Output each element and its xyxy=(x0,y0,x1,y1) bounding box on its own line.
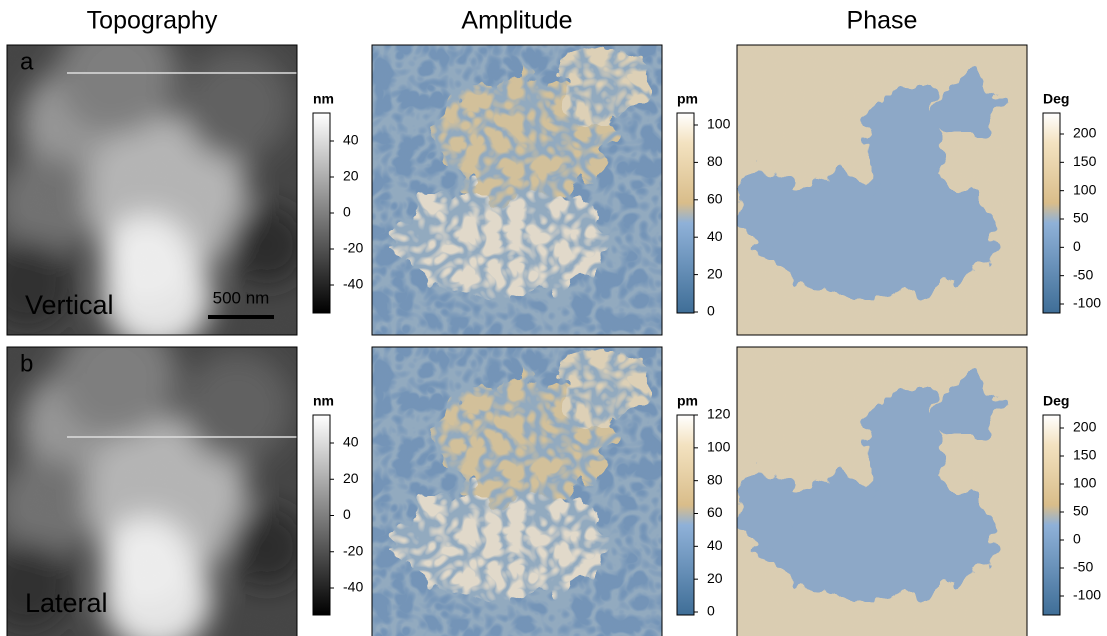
noise xyxy=(7,45,297,335)
image-panel xyxy=(7,347,297,636)
colorbar xyxy=(676,414,695,616)
image-panel xyxy=(7,45,297,335)
colorbar-tick-label: 150 xyxy=(1073,153,1097,169)
colorbar-tick-label: 0 xyxy=(343,204,351,220)
colorbar-tick-label: 120 xyxy=(707,406,731,422)
colorbar-tick-label: 0 xyxy=(343,506,351,522)
colorbar xyxy=(312,414,331,616)
colorbar-unit: Deg xyxy=(1043,393,1069,409)
panel-frame xyxy=(371,346,663,636)
colorbar-tick-label: 100 xyxy=(707,116,731,132)
panel-frame xyxy=(6,44,298,336)
mode-label: Lateral xyxy=(25,588,108,618)
colorbar-tick-label: -40 xyxy=(343,579,363,595)
colorbar-tick-label: 20 xyxy=(343,168,359,184)
colorbar-tick-label: -20 xyxy=(343,240,363,256)
colorbar-unit: pm xyxy=(677,393,698,409)
colorbar xyxy=(676,112,695,314)
panel-frame xyxy=(371,44,663,336)
colorbar-tick-label: -20 xyxy=(343,542,363,558)
colorbar-tick-label: 20 xyxy=(707,570,723,586)
colorbar-tick-label: -50 xyxy=(1073,266,1093,282)
colorbar-tick-label: 0 xyxy=(707,303,715,319)
colorbar-tick-label: 50 xyxy=(1073,210,1089,226)
noise xyxy=(7,347,297,636)
panel-frame xyxy=(736,44,1028,336)
colorbar-tick-label: 80 xyxy=(707,471,723,487)
column-title: Phase xyxy=(847,7,918,35)
noise xyxy=(737,347,1027,636)
colorbar xyxy=(1042,414,1061,616)
colorbar-tick-label: 40 xyxy=(343,132,359,148)
colorbar-tick-label: -50 xyxy=(1073,559,1093,575)
panel-label: b xyxy=(20,350,33,377)
colorbar-tick-label: 50 xyxy=(1073,503,1089,519)
image-panel xyxy=(372,347,662,636)
colorbar-tick-label: 150 xyxy=(1073,447,1097,463)
colorbar-unit: nm xyxy=(313,393,334,409)
colorbar-tick-label: 100 xyxy=(707,439,731,455)
colorbar-unit: Deg xyxy=(1043,91,1069,107)
panel-frame xyxy=(736,346,1028,636)
column-title: Topography xyxy=(87,7,218,35)
panel-label: a xyxy=(20,48,34,75)
image-panel xyxy=(737,347,1027,636)
image-panel xyxy=(737,45,1027,335)
panel-frame xyxy=(6,346,298,636)
colorbar-tick-label: 60 xyxy=(707,504,723,520)
colorbar-tick-label: 0 xyxy=(707,603,715,619)
colorbar-tick-label: -100 xyxy=(1073,295,1101,311)
colorbar-tick-label: -40 xyxy=(343,276,363,292)
colorbar-tick-label: 60 xyxy=(707,191,723,207)
colorbar-tick-label: 20 xyxy=(343,470,359,486)
colorbar-tick-label: 20 xyxy=(707,265,723,281)
noise xyxy=(372,347,662,636)
colorbar-tick-label: -100 xyxy=(1073,587,1101,603)
colorbar-unit: nm xyxy=(313,91,334,107)
noise xyxy=(372,45,662,335)
colorbar-tick-label: 40 xyxy=(343,434,359,450)
colorbar xyxy=(1042,112,1061,314)
noise xyxy=(737,45,1027,335)
colorbar-tick-label: 200 xyxy=(1073,125,1097,141)
colorbar-tick-label: 0 xyxy=(1073,238,1081,254)
colorbar-tick-label: 80 xyxy=(707,153,723,169)
column-title: Amplitude xyxy=(461,7,572,35)
colorbar-unit: pm xyxy=(677,91,698,107)
mode-label: Vertical xyxy=(25,290,114,320)
colorbar-tick-label: 40 xyxy=(707,537,723,553)
colorbar xyxy=(312,112,331,314)
colorbar-tick-label: 200 xyxy=(1073,419,1097,435)
colorbar-tick-label: 100 xyxy=(1073,181,1097,197)
scale-bar-label: 500 nm xyxy=(213,288,270,307)
colorbar-tick-label: 100 xyxy=(1073,475,1097,491)
colorbar-tick-label: 40 xyxy=(707,228,723,244)
image-panel xyxy=(372,45,662,335)
colorbar-tick-label: 0 xyxy=(1073,531,1081,547)
